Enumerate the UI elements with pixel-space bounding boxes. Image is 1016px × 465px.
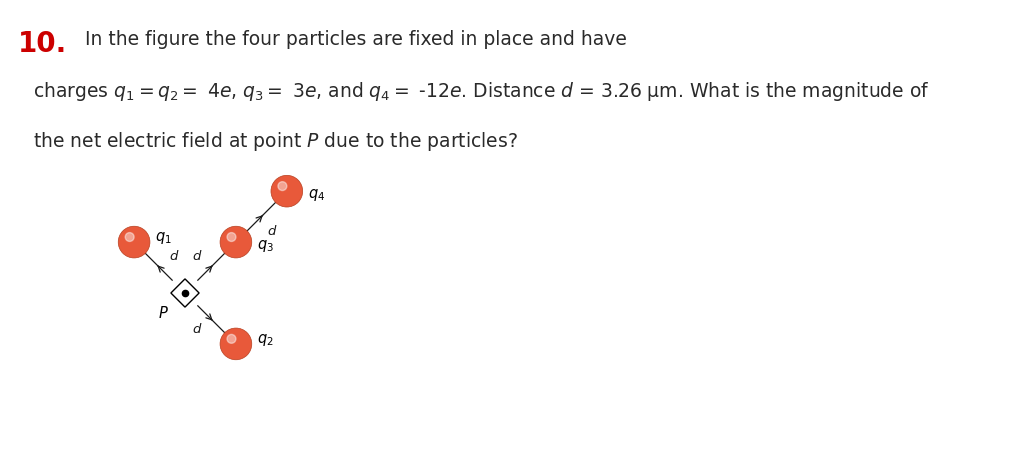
Text: charges $q_1 = q_2 =$ 4$e$, $q_3 =$ 3$e$, and $q_4 =$ -12$e$. Distance $d$ = 3.2: charges $q_1 = q_2 =$ 4$e$, $q_3 =$ 3$e$… — [33, 80, 930, 103]
Text: 10.: 10. — [18, 30, 67, 58]
Circle shape — [227, 334, 236, 343]
Text: $P$: $P$ — [157, 305, 169, 321]
Circle shape — [271, 175, 303, 207]
Text: the net electric field at point $P$ due to the particles?: the net electric field at point $P$ due … — [33, 130, 518, 153]
Circle shape — [278, 182, 287, 191]
Text: d: d — [170, 250, 178, 263]
Text: d: d — [192, 323, 200, 336]
Circle shape — [227, 232, 236, 241]
Text: d: d — [192, 250, 200, 263]
Text: $q_2$: $q_2$ — [257, 332, 273, 348]
Text: $q_4$: $q_4$ — [308, 187, 325, 203]
Text: $q_3$: $q_3$ — [257, 238, 273, 254]
Text: In the figure the four particles are fixed in place and have: In the figure the four particles are fix… — [85, 30, 627, 49]
Text: $q_1$: $q_1$ — [154, 230, 172, 246]
Circle shape — [125, 232, 134, 241]
Circle shape — [220, 226, 252, 258]
Circle shape — [118, 226, 150, 258]
Text: d: d — [267, 225, 276, 238]
Circle shape — [220, 328, 252, 360]
